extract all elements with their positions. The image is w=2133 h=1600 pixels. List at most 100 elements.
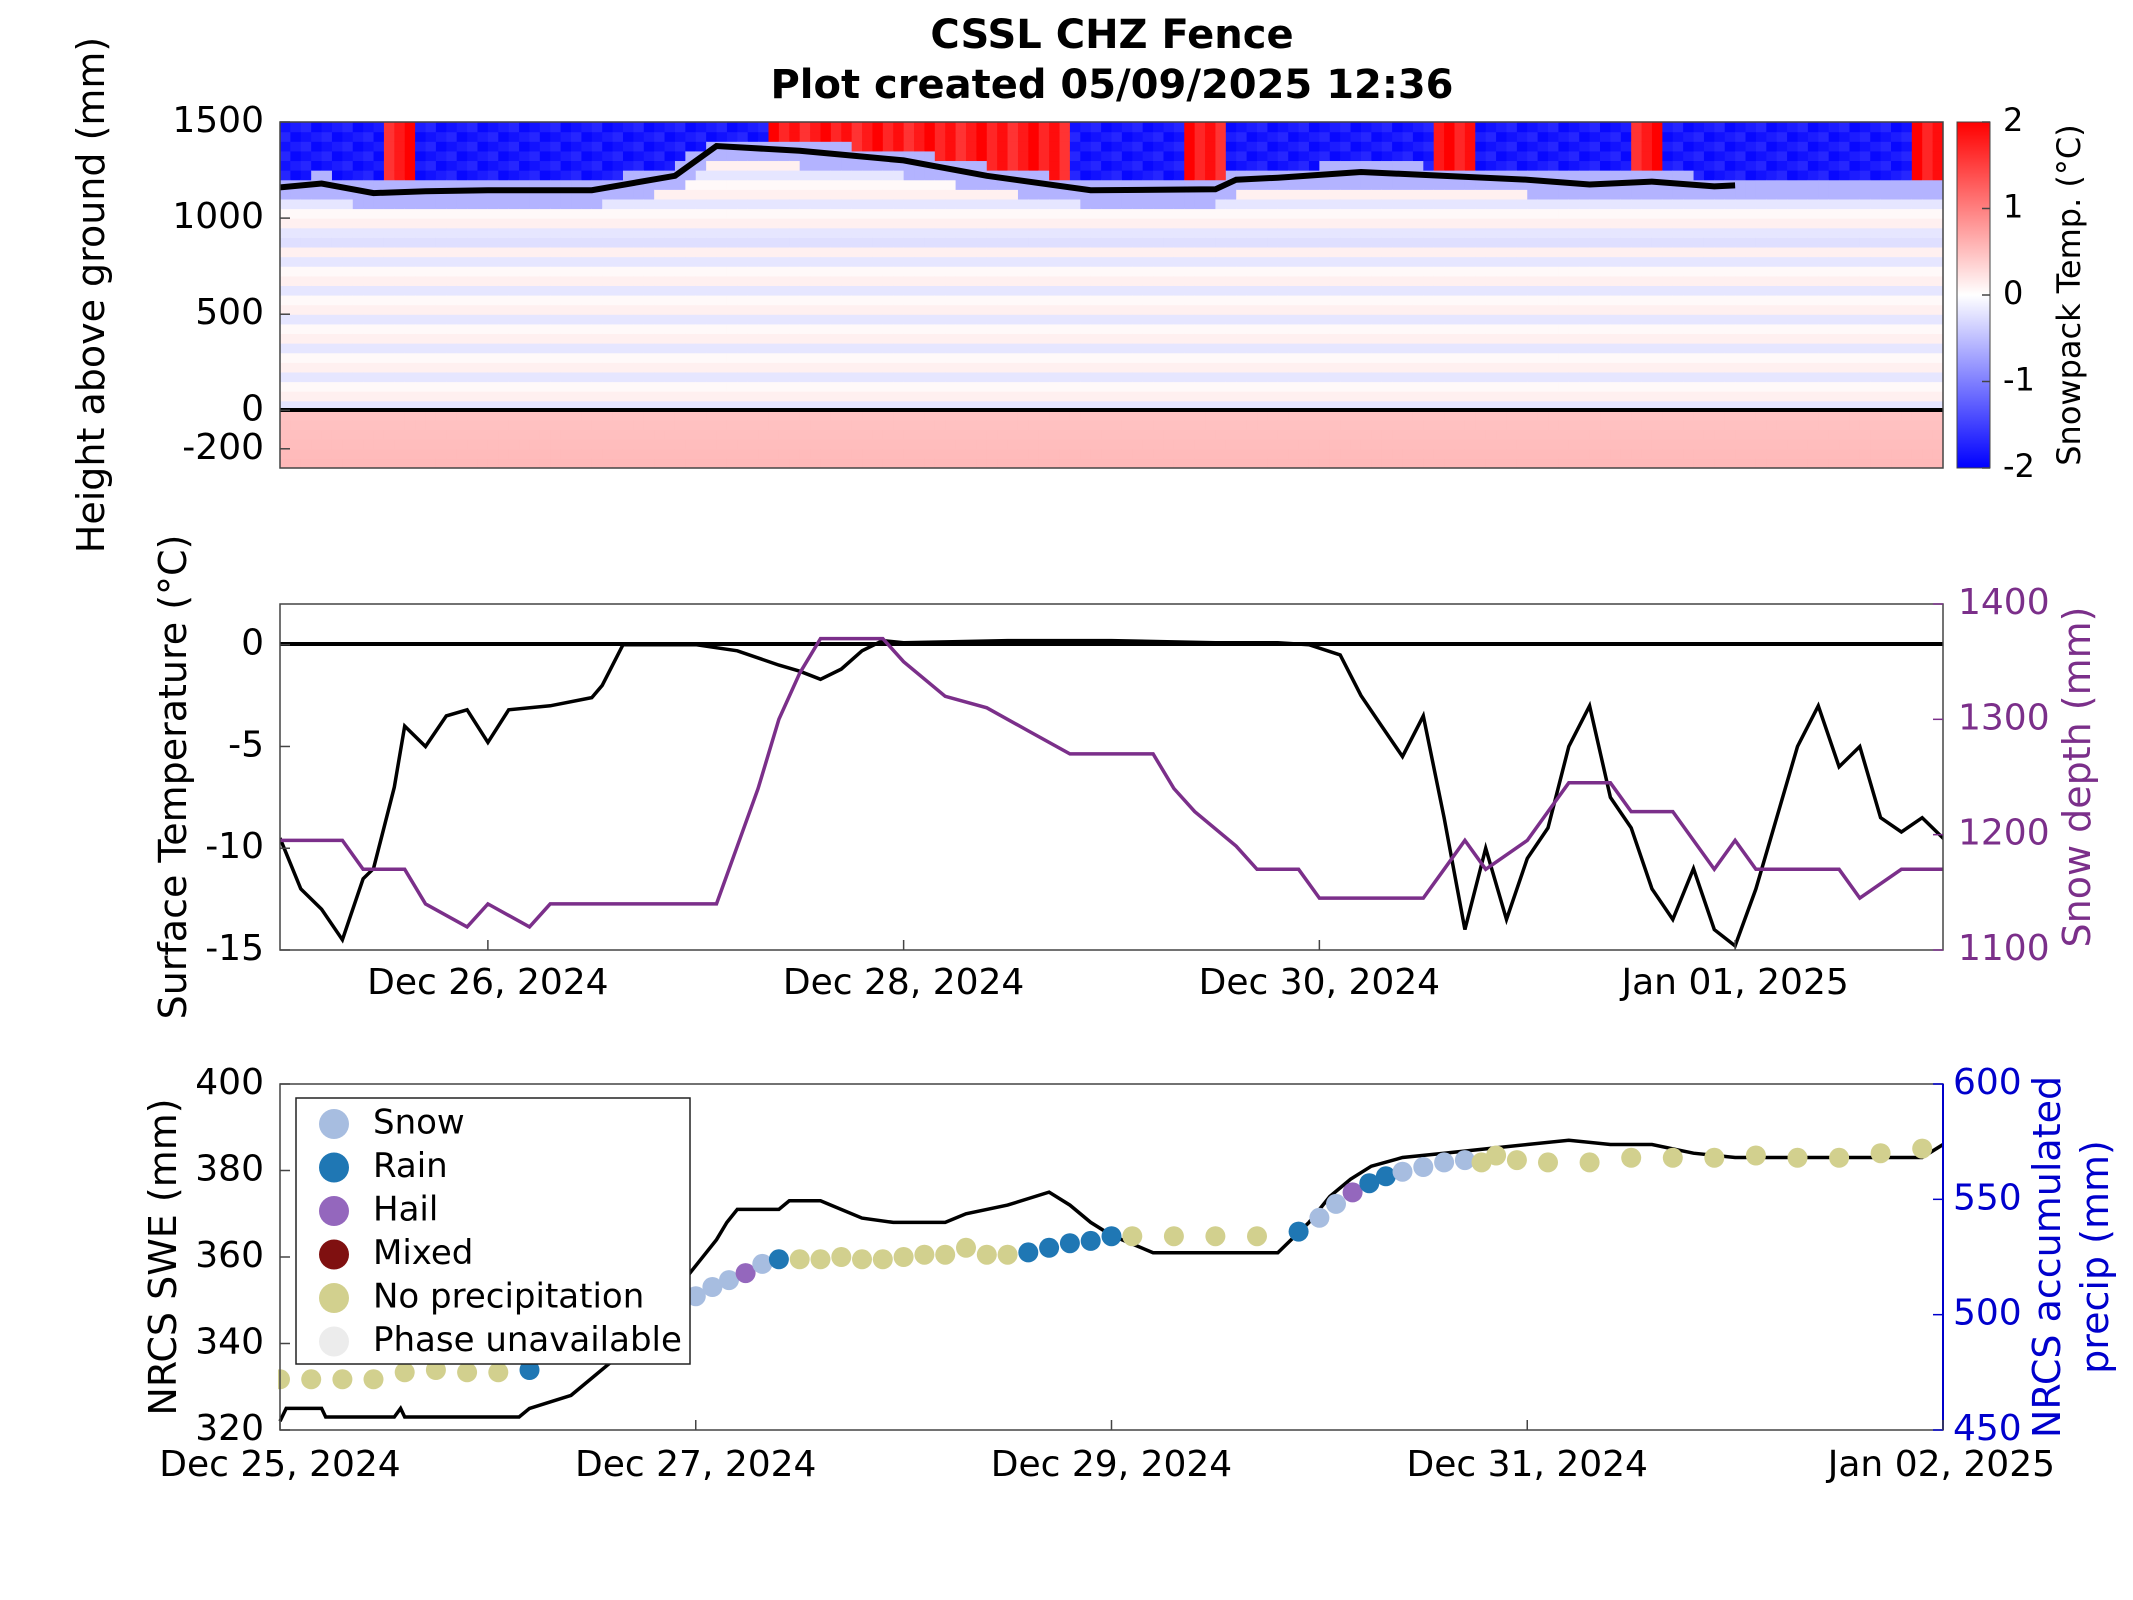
heatmap-cell — [1641, 448, 1653, 459]
heatmap-cell — [612, 439, 624, 450]
heatmap-cell — [862, 448, 874, 459]
heatmap-cell — [799, 448, 811, 459]
heatmap-cell — [1558, 237, 1570, 248]
heatmap-cell — [778, 371, 790, 383]
heatmap-cell — [1111, 295, 1123, 306]
heatmap-cell — [1641, 189, 1653, 200]
heatmap-cell — [1111, 189, 1123, 200]
heatmap-cell — [529, 419, 541, 431]
heatmap-cell — [1246, 150, 1258, 162]
heatmap-cell — [519, 314, 531, 325]
heatmap-cell — [674, 208, 686, 219]
heatmap-cell — [300, 419, 312, 431]
heatmap-cell — [602, 439, 614, 450]
heatmap-cell — [1028, 381, 1040, 392]
heatmap-cell — [1516, 208, 1528, 219]
heatmap-cell — [1600, 275, 1611, 286]
heatmap-cell — [477, 275, 489, 286]
heatmap-cell — [1548, 285, 1560, 296]
heatmap-cell — [1527, 343, 1539, 354]
heatmap-cell — [571, 448, 583, 459]
heatmap-cell — [331, 429, 343, 440]
heatmap-cell — [1402, 208, 1414, 219]
heatmap-cell — [1194, 141, 1206, 152]
heatmap-cell — [394, 122, 406, 133]
heatmap-cell — [914, 391, 926, 402]
heatmap-cell — [1631, 141, 1643, 152]
heatmap-cell — [602, 122, 614, 133]
heatmap-cell — [1693, 122, 1705, 133]
heatmap-cell — [1641, 419, 1653, 431]
heatmap-cell — [290, 448, 302, 459]
heatmap-cell — [903, 429, 915, 440]
heatmap-cell — [1194, 391, 1206, 402]
heatmap-cell — [1059, 458, 1071, 468]
heatmap-cell — [706, 439, 718, 450]
heatmap-cell — [1350, 333, 1362, 344]
heatmap-cell — [591, 400, 603, 411]
heatmap-cell — [529, 227, 541, 238]
heatmap-cell — [1080, 343, 1092, 354]
heatmap-cell — [602, 160, 614, 171]
heatmap-cell — [778, 419, 790, 431]
heatmap-cell — [498, 246, 510, 258]
heatmap-cell — [664, 439, 676, 450]
heatmap-cell — [1267, 362, 1279, 373]
heatmap-cell — [1693, 343, 1705, 354]
heatmap-cell — [758, 439, 770, 450]
heatmap-cell — [1038, 285, 1050, 296]
heatmap-cell — [415, 323, 427, 335]
heatmap-cell — [934, 458, 946, 468]
heatmap-cell — [477, 391, 489, 402]
heatmap-cell — [862, 141, 874, 152]
heatmap-cell — [467, 410, 479, 421]
heatmap-cell — [726, 246, 738, 258]
heatmap-cell — [1298, 362, 1310, 373]
heatmap-cell — [1672, 227, 1684, 238]
heatmap-cell — [373, 439, 385, 450]
heatmap-cell — [664, 295, 676, 306]
heatmap-cell — [1360, 333, 1372, 344]
heatmap-cell — [1298, 160, 1310, 171]
heatmap-cell — [1464, 179, 1476, 190]
heatmap-cell — [1163, 285, 1175, 296]
heatmap-cell — [1329, 304, 1341, 315]
heatmap-cell — [1475, 150, 1487, 162]
heatmap-cell — [1485, 343, 1497, 354]
heatmap-cell — [1308, 323, 1320, 335]
heatmap-cell — [778, 237, 790, 248]
heatmap-cell — [1444, 362, 1456, 373]
heatmap-cell — [498, 208, 510, 219]
heatmap-cell — [383, 448, 395, 459]
heatmap-cell — [290, 218, 302, 229]
heatmap-cell — [1610, 198, 1622, 210]
heatmap-cell — [1329, 371, 1341, 383]
heatmap-cell — [519, 448, 531, 459]
heatmap-cell — [1516, 179, 1528, 190]
heatmap-cell — [643, 237, 655, 248]
heatmap-cell — [321, 246, 333, 258]
heatmap-cell — [373, 429, 385, 440]
heatmap-cell — [882, 170, 894, 181]
heatmap-cell — [1319, 198, 1331, 210]
heatmap-cell — [695, 371, 707, 383]
heatmap-cell — [789, 362, 801, 373]
heatmap-cell — [1631, 429, 1643, 440]
heatmap-cell — [799, 275, 811, 286]
heatmap-cell — [467, 160, 479, 171]
heatmap-cell — [383, 458, 395, 468]
heatmap-cell — [404, 448, 416, 459]
heatmap-cell — [539, 371, 551, 383]
heatmap-cell — [1423, 381, 1435, 392]
heatmap-cell — [487, 371, 499, 383]
heatmap-cell — [342, 256, 354, 267]
heatmap-cell — [1319, 371, 1331, 383]
heatmap-cell — [986, 458, 998, 468]
heatmap-cell — [1454, 419, 1466, 431]
heatmap-cell — [737, 179, 749, 190]
heatmap-cell — [477, 304, 489, 315]
heatmap-cell — [539, 410, 551, 421]
heatmap-cell — [810, 314, 822, 325]
heatmap-cell — [903, 170, 915, 181]
heatmap-cell — [986, 333, 998, 344]
